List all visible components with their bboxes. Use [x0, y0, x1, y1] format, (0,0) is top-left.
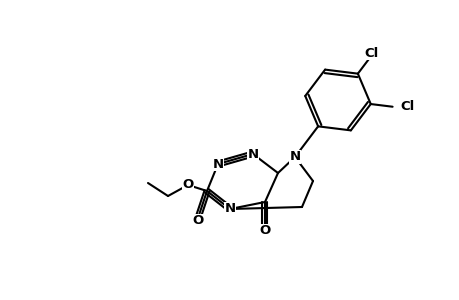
Text: N: N	[289, 151, 300, 164]
Text: N: N	[212, 158, 223, 170]
Text: O: O	[182, 178, 193, 191]
Text: N: N	[224, 202, 235, 215]
Text: Cl: Cl	[363, 46, 377, 60]
Text: O: O	[192, 214, 203, 227]
Text: O: O	[259, 224, 270, 238]
Text: N: N	[247, 148, 258, 160]
Text: Cl: Cl	[400, 100, 414, 113]
